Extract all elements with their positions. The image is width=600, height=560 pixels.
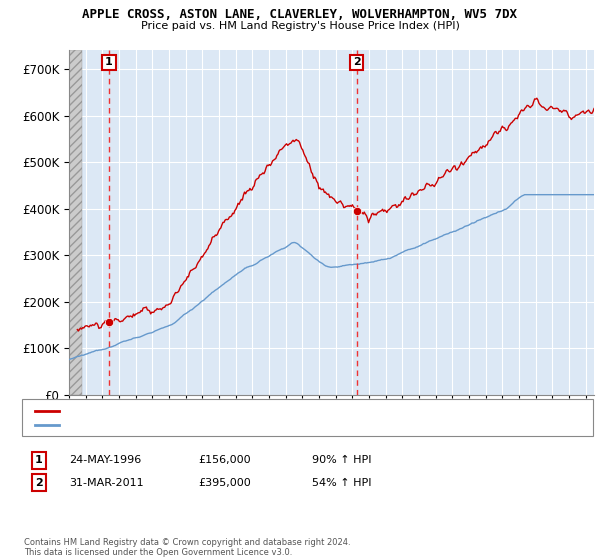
Text: 2: 2 — [353, 58, 361, 67]
Text: 31-MAR-2011: 31-MAR-2011 — [69, 478, 143, 488]
Text: 2: 2 — [35, 478, 43, 488]
Bar — [69, 50, 82, 395]
Text: 90% ↑ HPI: 90% ↑ HPI — [312, 455, 371, 465]
Text: Price paid vs. HM Land Registry's House Price Index (HPI): Price paid vs. HM Land Registry's House … — [140, 21, 460, 31]
Text: 1: 1 — [105, 58, 113, 67]
Text: 1: 1 — [35, 455, 43, 465]
Text: HPI: Average price, detached house, Shropshire: HPI: Average price, detached house, Shro… — [65, 420, 298, 430]
Text: £156,000: £156,000 — [198, 455, 251, 465]
Text: APPLE CROSS, ASTON LANE, CLAVERLEY, WOLVERHAMPTON, WV5 7DX (detached house: APPLE CROSS, ASTON LANE, CLAVERLEY, WOLV… — [65, 405, 497, 416]
Text: 54% ↑ HPI: 54% ↑ HPI — [312, 478, 371, 488]
Text: Contains HM Land Registry data © Crown copyright and database right 2024.
This d: Contains HM Land Registry data © Crown c… — [24, 538, 350, 557]
Text: 24-MAY-1996: 24-MAY-1996 — [69, 455, 141, 465]
Text: £395,000: £395,000 — [198, 478, 251, 488]
Text: APPLE CROSS, ASTON LANE, CLAVERLEY, WOLVERHAMPTON, WV5 7DX: APPLE CROSS, ASTON LANE, CLAVERLEY, WOLV… — [83, 8, 517, 21]
